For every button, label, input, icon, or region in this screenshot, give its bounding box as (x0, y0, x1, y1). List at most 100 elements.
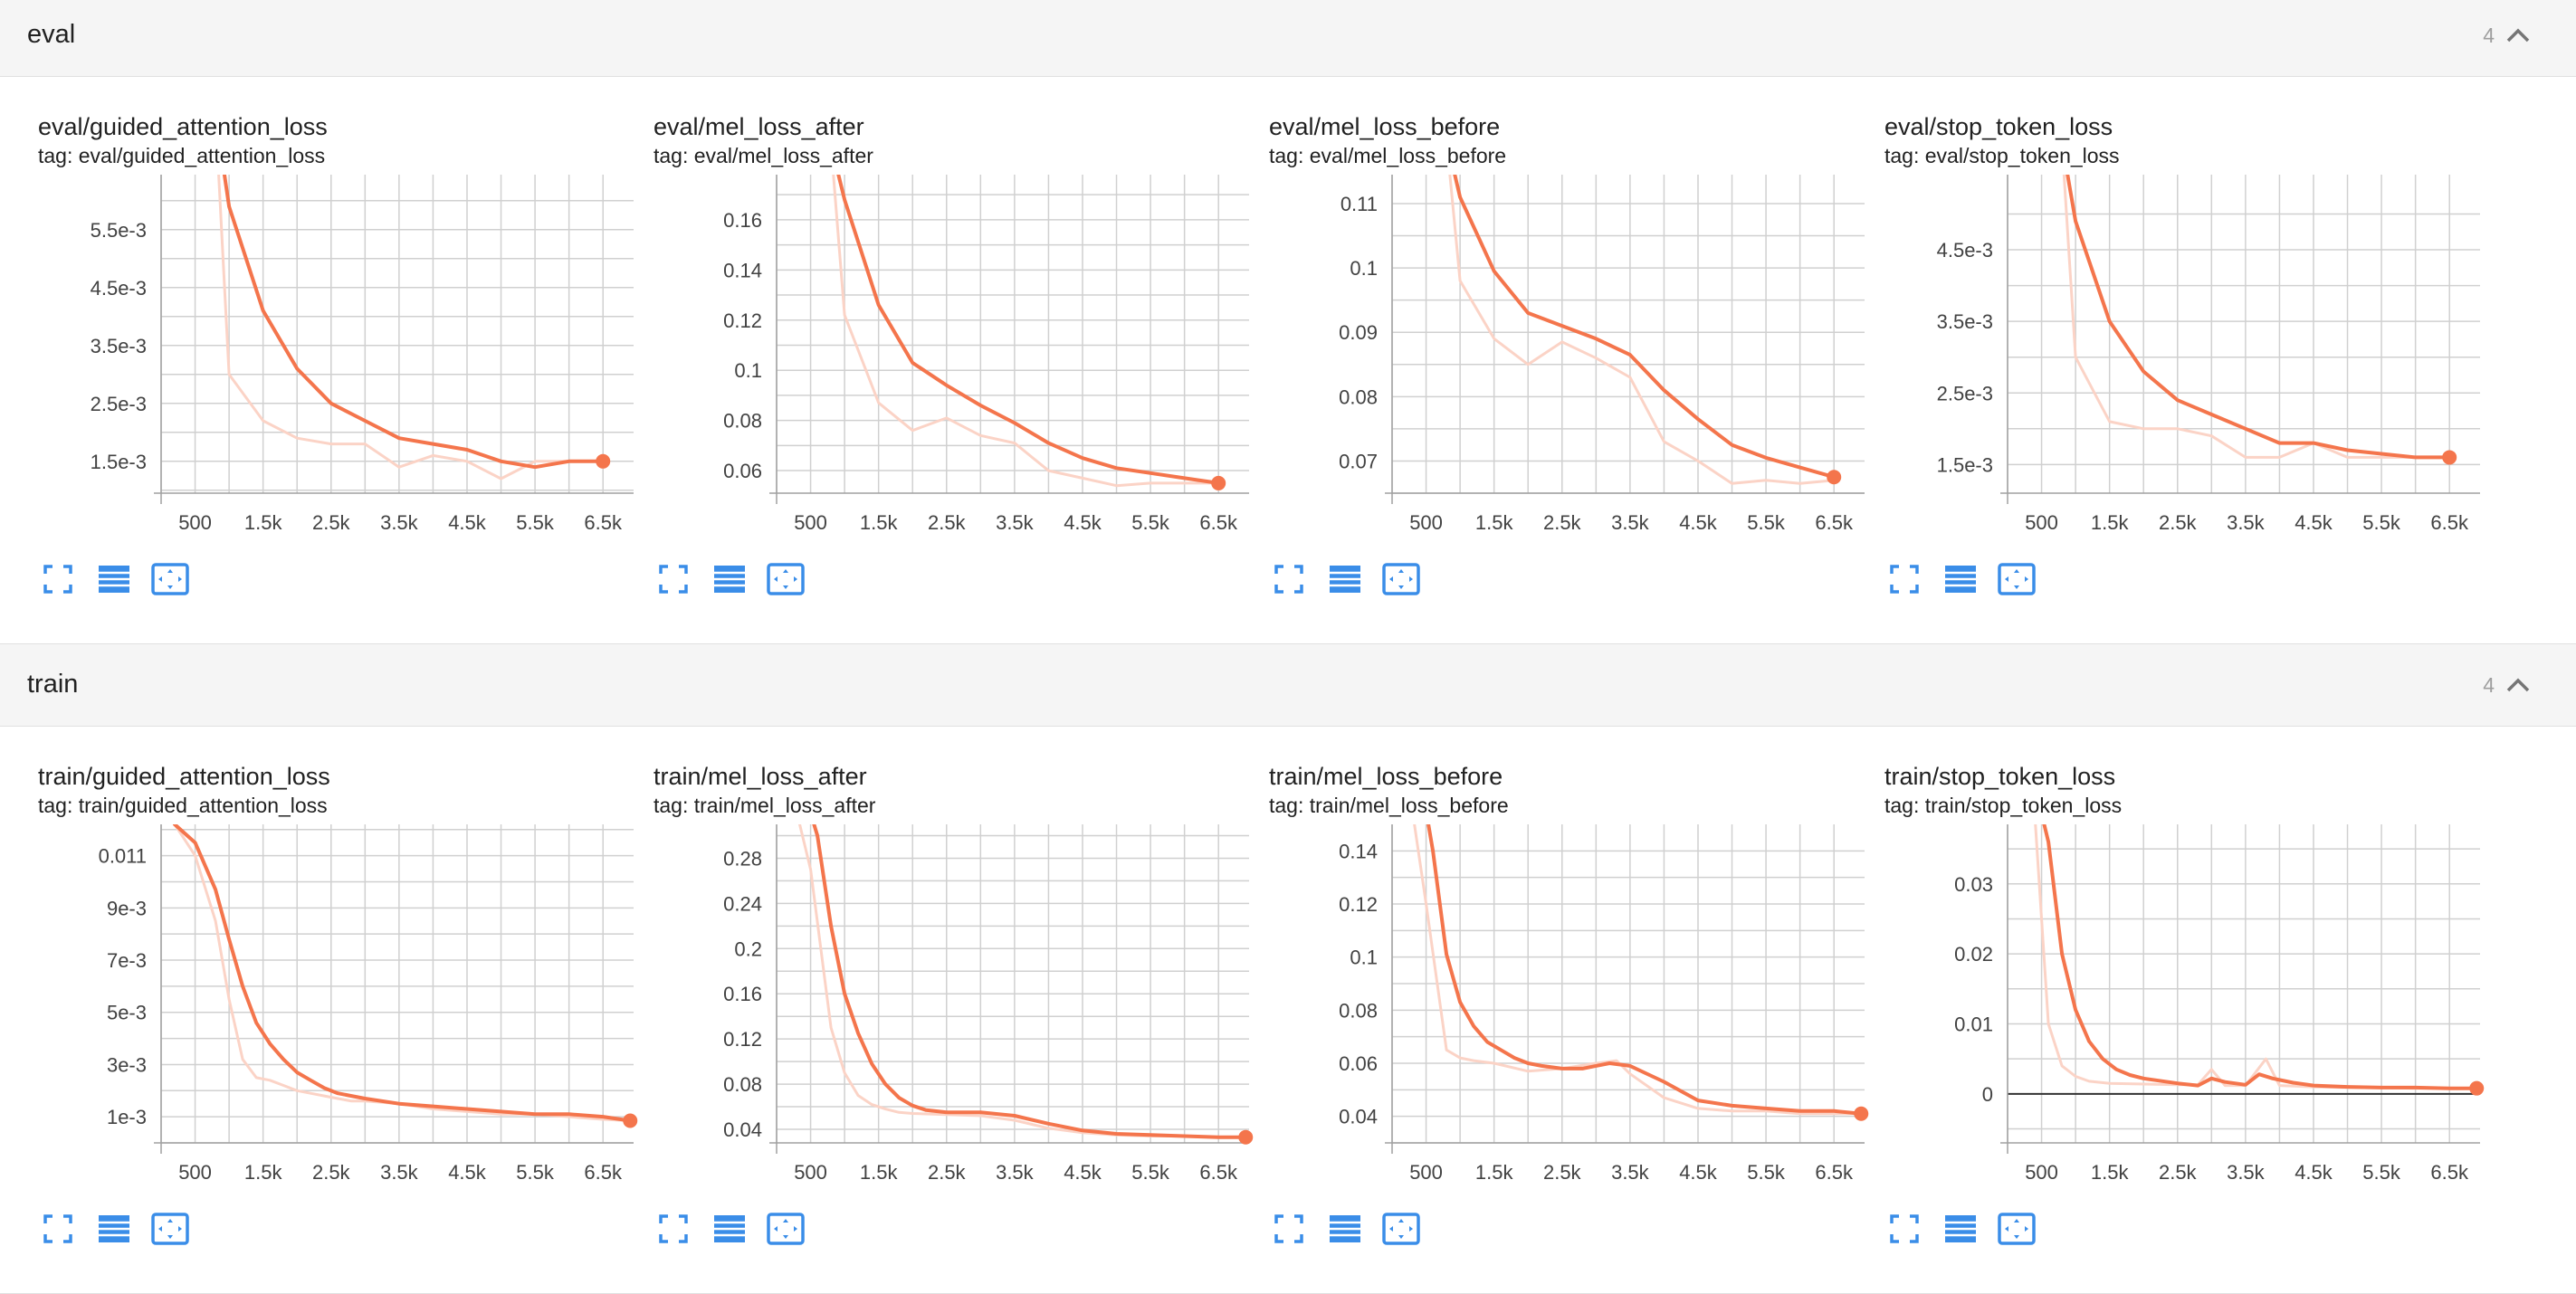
chart-controls (38, 559, 255, 599)
chart-tag: tag: eval/mel_loss_before (1269, 144, 1507, 167)
y-tick-label: 3e-3 (107, 1053, 147, 1076)
x-tick-label: 2.5k (312, 1161, 351, 1184)
fit-domain-icon[interactable] (766, 559, 806, 599)
line-chart[interactable]: 500 1.5k 2.5k 3.5k 4.5k 5.5k 6.5k 0.04 0.08 0.12 0… (643, 817, 1258, 1197)
y-tick-label: 9e-3 (107, 897, 147, 919)
fullscreen-icon[interactable] (1884, 559, 1924, 599)
chart-title: eval/mel_loss_before (1269, 113, 1501, 140)
y-tick-label: 3.5e-3 (91, 335, 147, 357)
section-count: 4 (2483, 24, 2495, 47)
y-tick-label: 0.03 (1954, 873, 1993, 896)
data-table-icon[interactable] (1941, 559, 1980, 599)
line-chart[interactable]: 500 1.5k 2.5k 3.5k 4.5k 5.5k 6.5k 1.5e-3 2.5e-3 3… (1874, 167, 2489, 547)
chart-tag: tag: eval/guided_attention_loss (38, 144, 326, 167)
x-tick-label: 6.5k (1815, 1161, 1854, 1184)
last-point-marker (1827, 470, 1842, 485)
y-tick-label: 0.12 (723, 1028, 762, 1051)
x-tick-label: 4.5k (2295, 511, 2333, 534)
y-tick-label: 0.16 (723, 983, 762, 1005)
x-tick-label: 4.5k (1679, 1161, 1718, 1184)
data-table-icon[interactable] (710, 559, 749, 599)
smoothed-series-line (2066, 175, 2452, 460)
fit-domain-icon[interactable] (150, 1209, 190, 1249)
section-count: 4 (2483, 673, 2495, 697)
chart-title: eval/mel_loss_after (654, 113, 864, 140)
fit-domain-icon[interactable] (766, 1209, 806, 1249)
smoothed-series-line (173, 824, 633, 1123)
last-point-marker (2469, 1080, 2485, 1096)
x-tick-label: 5.5k (2362, 511, 2401, 534)
y-tick-label: 0.01 (1954, 1013, 1993, 1035)
smoothed-series-line (836, 175, 1221, 485)
x-tick-label: 6.5k (1199, 511, 1238, 534)
x-tick-label: 2.5k (312, 511, 351, 534)
x-tick-label: 2.5k (928, 1161, 967, 1184)
line-chart[interactable]: 500 1.5k 2.5k 3.5k 4.5k 5.5k 6.5k 0.07 0.08 0.09 0… (1258, 167, 1874, 547)
chart-card: train/stop_token_loss tag: train/stop_to… (1874, 727, 2489, 1270)
y-tick-label: 0.06 (1339, 1052, 1378, 1075)
x-tick-label: 1.5k (1475, 511, 1514, 534)
chart-title: train/guided_attention_loss (38, 763, 330, 790)
chart-controls (1269, 1209, 1486, 1249)
y-tick-label: 0.14 (1339, 840, 1378, 862)
data-table-icon[interactable] (1325, 1209, 1365, 1249)
line-chart[interactable]: 500 1.5k 2.5k 3.5k 4.5k 5.5k 6.5k 0 0.01 0.02 0.03 (1874, 817, 2489, 1197)
x-tick-label: 4.5k (1064, 511, 1102, 534)
fullscreen-icon[interactable] (1269, 1209, 1309, 1249)
line-chart[interactable]: 500 1.5k 2.5k 3.5k 4.5k 5.5k 6.5k 1.5e-3 2.5e-3 3… (27, 167, 643, 547)
raw-series-line (797, 824, 1247, 1139)
chart-card: train/guided_attention_loss tag: train/g… (27, 727, 643, 1270)
last-point-marker (1211, 475, 1226, 490)
fit-domain-icon[interactable] (1997, 1209, 2037, 1249)
y-tick-label: 0.011 (99, 845, 147, 868)
y-tick-label: 2.5e-3 (1937, 382, 1993, 404)
chart-title: eval/stop_token_loss (1884, 113, 2113, 140)
raw-series-line (832, 175, 1220, 488)
x-tick-label: 3.5k (380, 1161, 419, 1184)
fit-domain-icon[interactable] (1381, 1209, 1421, 1249)
section-header[interactable]: eval 4 (0, 0, 2576, 76)
line-chart[interactable]: 500 1.5k 2.5k 3.5k 4.5k 5.5k 6.5k 0.06 0.08 0.1 0.… (643, 167, 1258, 547)
chevron-up-icon[interactable] (2505, 25, 2531, 43)
y-tick-label: 0.12 (1339, 893, 1378, 916)
fullscreen-icon[interactable] (38, 1209, 78, 1249)
data-table-icon[interactable] (94, 559, 134, 599)
x-tick-label: 1.5k (860, 1161, 899, 1184)
fit-domain-icon[interactable] (1381, 559, 1421, 599)
fullscreen-icon[interactable] (1269, 559, 1309, 599)
raw-series-line (2034, 824, 2478, 1090)
x-tick-label: 3.5k (996, 1161, 1035, 1184)
x-tick-label: 3.5k (996, 511, 1035, 534)
x-tick-label: 500 (2025, 1161, 2058, 1184)
x-tick-label: 1.5k (244, 1161, 283, 1184)
line-chart[interactable]: 500 1.5k 2.5k 3.5k 4.5k 5.5k 6.5k 0.04 0.06 0.08 0… (1258, 817, 1874, 1197)
x-tick-label: 6.5k (1199, 1161, 1238, 1184)
x-tick-label: 500 (2025, 511, 2058, 534)
y-tick-label: 0.08 (1339, 999, 1378, 1022)
chart-title: train/stop_token_loss (1884, 763, 2116, 790)
smoothed-series-line (222, 175, 606, 470)
fullscreen-icon[interactable] (654, 1209, 693, 1249)
chevron-up-icon[interactable] (2505, 675, 2531, 693)
fullscreen-icon[interactable] (38, 559, 78, 599)
x-tick-label: 6.5k (2430, 511, 2469, 534)
x-tick-label: 1.5k (244, 511, 283, 534)
fit-domain-icon[interactable] (1997, 559, 2037, 599)
y-tick-label: 0.08 (723, 1073, 762, 1096)
y-tick-label: 0.08 (723, 410, 762, 433)
fit-domain-icon[interactable] (150, 559, 190, 599)
x-tick-label: 5.5k (1131, 511, 1170, 534)
section-title: train (27, 670, 79, 699)
section-body: eval/guided_attention_loss tag: eval/gui… (0, 76, 2576, 644)
line-chart[interactable]: 500 1.5k 2.5k 3.5k 4.5k 5.5k 6.5k 1e-3 3e-3 5e-3 7… (27, 817, 643, 1197)
fullscreen-icon[interactable] (1884, 1209, 1924, 1249)
last-point-marker (2442, 450, 2457, 465)
data-table-icon[interactable] (710, 1209, 749, 1249)
y-tick-label: 0.16 (723, 209, 762, 232)
fullscreen-icon[interactable] (654, 559, 693, 599)
chart-controls (38, 1209, 255, 1249)
data-table-icon[interactable] (1941, 1209, 1980, 1249)
data-table-icon[interactable] (94, 1209, 134, 1249)
data-table-icon[interactable] (1325, 559, 1365, 599)
section-header[interactable]: train 4 (0, 650, 2576, 726)
